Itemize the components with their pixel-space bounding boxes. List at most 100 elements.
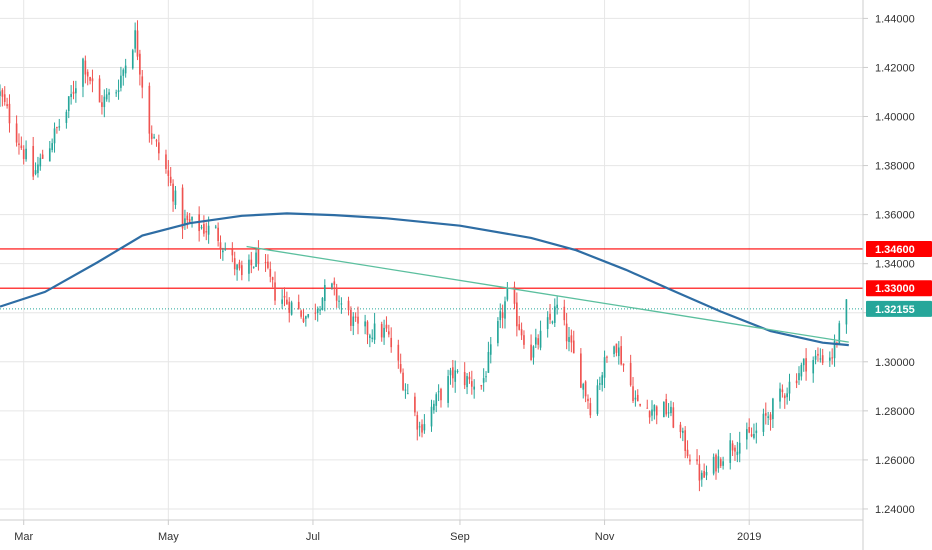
candle-up — [705, 471, 708, 476]
candle-down — [565, 323, 568, 342]
candle-up — [430, 406, 433, 427]
candle-down — [572, 340, 575, 354]
candle-up — [207, 225, 210, 235]
candle-up — [700, 472, 703, 480]
candle-down — [300, 310, 302, 317]
candle-down — [269, 268, 272, 277]
candle-down — [169, 176, 172, 183]
candle-down — [91, 78, 94, 82]
candle-down — [648, 411, 651, 418]
candle-up — [307, 314, 310, 317]
candle-down — [821, 355, 824, 363]
candle-up — [383, 327, 385, 338]
candle-up — [67, 96, 70, 112]
candle-up — [290, 302, 293, 315]
candle-up — [131, 50, 134, 69]
candle-down — [563, 306, 566, 321]
candle-up — [617, 347, 620, 357]
candle-up — [433, 403, 435, 411]
candle-up — [153, 136, 155, 138]
candle-up — [717, 456, 720, 469]
candle-up — [833, 341, 836, 359]
candle-up — [814, 355, 817, 360]
candle-up — [103, 96, 106, 108]
candle-up — [762, 413, 765, 432]
candle-up — [485, 376, 487, 378]
candle-up — [53, 128, 56, 144]
candle-up — [736, 451, 739, 455]
candle-up — [423, 424, 426, 431]
x-tick-label: May — [158, 531, 179, 543]
candle-up — [800, 364, 803, 377]
candle-up — [670, 406, 672, 414]
y-tick-label: 1.36000 — [875, 210, 915, 222]
candle-up — [653, 405, 656, 412]
candle-up — [712, 456, 715, 474]
candlesticks — [0, 20, 848, 492]
candle-down — [402, 372, 404, 390]
candle-up — [252, 266, 255, 268]
candle-up — [473, 386, 476, 390]
candle-down — [748, 427, 751, 433]
candle-up — [75, 88, 77, 94]
candle-up — [454, 370, 457, 382]
candle-down — [549, 313, 551, 320]
candle-up — [319, 309, 321, 311]
candle-up — [340, 303, 343, 305]
candle-down — [696, 459, 698, 462]
candle-up — [65, 111, 68, 123]
candle-up — [115, 92, 118, 94]
candle-up — [352, 316, 355, 326]
candle-up — [321, 297, 324, 310]
candle-down — [274, 282, 276, 301]
candle-up — [122, 69, 125, 76]
candle-down — [390, 337, 393, 348]
candle-up — [70, 93, 72, 98]
candle-up — [456, 370, 459, 372]
candle-up — [255, 252, 257, 267]
candle-down — [470, 381, 473, 387]
candle-up — [248, 259, 250, 274]
candle-down — [283, 295, 286, 298]
y-tick-label: 1.34000 — [875, 259, 915, 271]
moving-average — [0, 212, 849, 347]
candle-down — [805, 358, 807, 372]
price-badges: 1.34600 1.33000 1.32155 — [866, 240, 932, 317]
candle-down — [89, 76, 91, 81]
candle-down — [286, 299, 288, 305]
candle-down — [72, 91, 75, 94]
candle-down — [537, 338, 540, 345]
candle-up — [105, 94, 108, 100]
resistance-badge — [866, 280, 932, 297]
candle-down — [639, 403, 641, 406]
candle-down — [1, 90, 4, 97]
candle-down — [817, 353, 819, 356]
candle-up — [532, 346, 535, 358]
candle-up — [779, 388, 781, 402]
candle-down — [414, 396, 416, 413]
y-tick-label: 1.40000 — [875, 112, 915, 124]
candle-down — [513, 286, 516, 304]
candle-down — [267, 261, 269, 268]
candle-down — [629, 362, 632, 386]
candle-down — [357, 316, 359, 324]
candle-down — [646, 407, 649, 409]
candle-down — [399, 364, 402, 372]
candle-down — [333, 281, 336, 285]
candle-up — [117, 90, 120, 93]
candle-down — [387, 331, 390, 335]
candle-up — [134, 30, 136, 49]
candle-up — [599, 383, 601, 385]
candle-down — [231, 249, 234, 256]
candle-down — [380, 324, 383, 338]
resistance-badge — [866, 240, 932, 257]
candle-up — [546, 317, 549, 330]
candle-up — [663, 401, 665, 418]
candle-down — [719, 459, 722, 467]
y-tick-label: 1.30000 — [875, 357, 915, 369]
candle-up — [788, 381, 791, 394]
candle-up — [224, 248, 227, 250]
candle-down — [167, 170, 170, 177]
